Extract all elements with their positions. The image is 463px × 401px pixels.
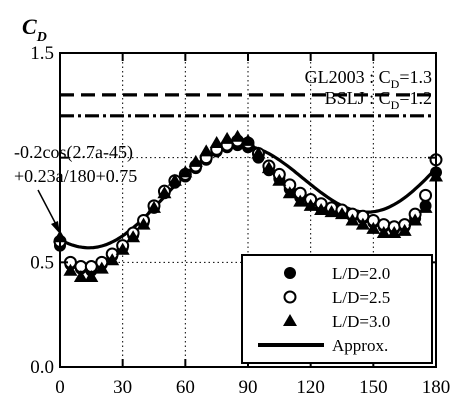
- reference-label-sub: D: [391, 77, 400, 91]
- formula-arrow-head: [51, 221, 60, 234]
- reference-label-sub: D: [391, 98, 400, 112]
- reference-label-1: BSLJ : CD=1.2: [325, 88, 432, 112]
- x-tick-label: 90: [239, 377, 258, 398]
- y-tick-label: 0.5: [30, 252, 54, 273]
- data-point-filled-triangle: [335, 207, 349, 220]
- data-point-filled-triangle: [418, 200, 433, 213]
- reference-label-prefix: GL2003 : C: [305, 67, 391, 87]
- data-point-filled-triangle: [314, 203, 329, 215]
- reference-label-suffix: =1.3: [399, 67, 432, 87]
- data-point-filled-triangle: [126, 230, 141, 243]
- y-axis-label: CD: [22, 14, 47, 45]
- data-point-filled-triangle: [199, 144, 214, 157]
- data-point-filled-triangle: [261, 161, 276, 174]
- data-point-filled-triangle: [397, 223, 412, 236]
- data-point-filled-triangle: [220, 131, 235, 144]
- legend-marker-filled-triangle: [283, 314, 297, 326]
- data-point-filled-triangle: [345, 213, 360, 226]
- reference-lines: [60, 93, 436, 118]
- data-point-filled-triangle: [251, 146, 266, 159]
- y-axis-label-main: C: [22, 14, 37, 39]
- legend-marker-filled-circle: [284, 267, 296, 279]
- data-markers: [53, 129, 443, 282]
- data-point-filled-triangle: [303, 198, 318, 211]
- data-point-filled-triangle: [241, 133, 255, 146]
- data-point-filled-triangle: [167, 173, 182, 186]
- data-point-filled-triangle: [230, 129, 245, 142]
- legend-label: L/D=3.0: [332, 312, 390, 331]
- x-tick-label: 150: [359, 377, 388, 398]
- x-tick-label: 30: [113, 377, 132, 398]
- data-point-filled-triangle: [178, 165, 193, 178]
- x-tick-label: 120: [296, 377, 325, 398]
- data-point-filled-triangle: [157, 186, 172, 199]
- data-point-filled-triangle: [387, 226, 402, 239]
- formula-line-1: -0.2cos(2.7a-45): [14, 142, 133, 163]
- data-point-filled-triangle: [209, 136, 224, 149]
- y-tick-label: 1.5: [30, 43, 54, 64]
- data-point-filled-triangle: [147, 200, 161, 213]
- data-point-filled-triangle: [355, 217, 370, 230]
- data-point-filled-triangle: [84, 269, 99, 282]
- data-point-filled-triangle: [272, 173, 287, 186]
- data-point-filled-triangle: [115, 242, 130, 255]
- reference-label-suffix: =1.2: [399, 88, 432, 108]
- legend-label: Approx.: [332, 336, 388, 355]
- data-point-filled-triangle: [366, 221, 381, 234]
- data-point-open-circle: [419, 188, 433, 202]
- x-tick-label: 180: [422, 377, 451, 398]
- data-point-filled-triangle: [94, 261, 109, 274]
- y-tick-label: 0.0: [30, 357, 54, 378]
- legend-marker-open-circle: [283, 290, 297, 304]
- legend: L/D=2.0 L/D=2.5 L/D=3.0 Approx.: [241, 254, 433, 364]
- reference-label-0: GL2003 : CD=1.3: [305, 67, 432, 91]
- data-point-filled-triangle: [73, 269, 88, 282]
- legend-label: L/D=2.5: [332, 288, 390, 307]
- data-point-filled-triangle: [188, 154, 203, 167]
- x-tick-label: 60: [176, 377, 195, 398]
- data-point-filled-triangle: [105, 253, 120, 266]
- x-tick-label: 0: [55, 377, 65, 398]
- formula-line-2: +0.23a/180+0.75: [14, 166, 137, 186]
- data-point-filled-triangle: [408, 213, 423, 226]
- legend-label: L/D=2.0: [332, 264, 390, 283]
- data-point-filled-triangle: [376, 226, 391, 239]
- y-axis-label-sub: D: [36, 30, 47, 45]
- data-point-filled-triangle: [282, 186, 297, 199]
- data-point-filled-triangle: [324, 205, 339, 218]
- data-point-filled-triangle: [293, 194, 308, 207]
- reference-label-prefix: BSLJ : C: [325, 88, 391, 108]
- data-point-filled-triangle: [136, 217, 151, 230]
- data-point-filled-triangle: [63, 263, 78, 276]
